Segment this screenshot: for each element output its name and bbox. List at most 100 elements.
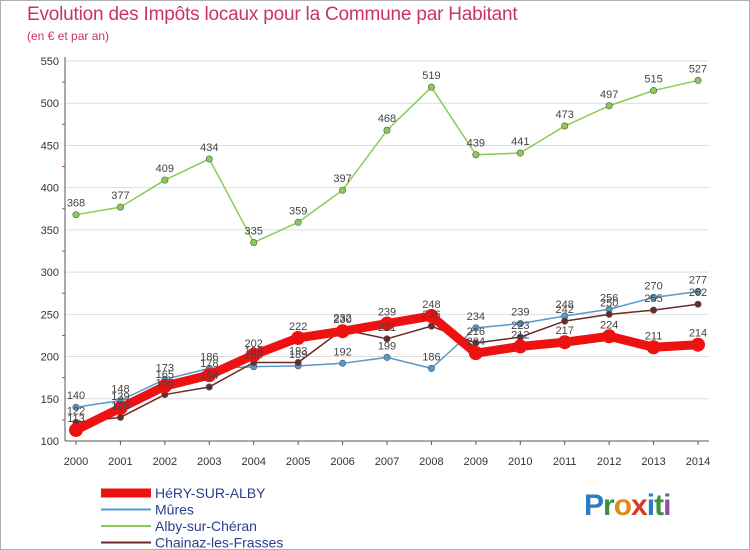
legend-label: HéRY-SUR-ALBY bbox=[155, 485, 266, 501]
x-tick-label: 2007 bbox=[375, 456, 399, 468]
data-point bbox=[113, 401, 128, 416]
data-label: 222 bbox=[289, 321, 307, 333]
data-point bbox=[694, 288, 702, 296]
data-point bbox=[694, 300, 702, 308]
data-label: 262 bbox=[689, 287, 707, 299]
data-point bbox=[468, 346, 483, 361]
data-point bbox=[161, 176, 169, 184]
x-tick-label: 2012 bbox=[597, 456, 621, 468]
data-label: 214 bbox=[689, 328, 707, 340]
data-point bbox=[516, 320, 524, 328]
logo-letter: x bbox=[631, 489, 648, 522]
data-point bbox=[561, 317, 569, 325]
data-label: 515 bbox=[644, 74, 662, 86]
data-point bbox=[605, 310, 613, 318]
logo-letter: o bbox=[613, 489, 632, 522]
data-label: 202 bbox=[245, 338, 263, 350]
data-label: 189 bbox=[289, 349, 307, 361]
data-point bbox=[339, 359, 347, 367]
data-point bbox=[383, 335, 391, 343]
data-point bbox=[291, 330, 306, 345]
data-point bbox=[691, 337, 705, 352]
y-tick-label: 550 bbox=[41, 56, 59, 68]
x-tick-label: 2009 bbox=[464, 456, 488, 468]
x-tick-label: 2004 bbox=[241, 456, 265, 468]
data-point bbox=[472, 151, 480, 159]
data-label: 178 bbox=[200, 358, 218, 370]
data-label: 397 bbox=[333, 173, 351, 185]
data-label: 165 bbox=[156, 369, 174, 381]
data-point bbox=[202, 368, 217, 383]
data-label: 434 bbox=[200, 142, 218, 154]
data-label: 211 bbox=[645, 330, 663, 342]
x-tick-label: 2011 bbox=[553, 456, 577, 468]
data-point bbox=[383, 353, 391, 361]
data-point bbox=[335, 324, 350, 339]
data-label: 255 bbox=[644, 293, 662, 305]
logo-letter: P bbox=[584, 489, 604, 522]
data-label: 140 bbox=[67, 390, 85, 402]
data-label: 239 bbox=[511, 307, 529, 319]
data-label: 270 bbox=[644, 280, 662, 292]
data-point bbox=[650, 87, 658, 95]
data-point bbox=[116, 203, 124, 211]
chart-title: Evolution des Impôts locaux pour la Comm… bbox=[27, 4, 518, 25]
data-point bbox=[294, 218, 302, 226]
data-label: 204 bbox=[467, 336, 485, 348]
data-label: 223 bbox=[511, 320, 529, 332]
data-label: 216 bbox=[467, 326, 485, 338]
data-label: 242 bbox=[556, 304, 574, 316]
data-label: 335 bbox=[245, 226, 263, 238]
proxiti-logo: Proxiti bbox=[584, 489, 671, 523]
data-point bbox=[427, 364, 435, 372]
y-tick-label: 300 bbox=[41, 267, 59, 279]
data-label: 248 bbox=[422, 299, 440, 311]
data-point bbox=[250, 239, 258, 247]
data-label: 173 bbox=[156, 362, 174, 374]
data-label: 377 bbox=[111, 190, 129, 202]
data-point bbox=[339, 186, 347, 194]
data-label: 234 bbox=[467, 311, 485, 323]
data-point bbox=[205, 383, 213, 391]
data-point bbox=[380, 316, 394, 331]
data-point bbox=[602, 329, 617, 344]
data-point bbox=[650, 293, 658, 301]
data-point bbox=[427, 322, 435, 330]
data-point bbox=[205, 155, 213, 163]
data-point bbox=[561, 122, 569, 130]
x-tick-label: 2008 bbox=[419, 456, 443, 468]
legend-label: Alby-sur-Chéran bbox=[155, 518, 257, 534]
data-point bbox=[513, 339, 528, 354]
data-label: 148 bbox=[111, 383, 129, 395]
data-point bbox=[157, 379, 172, 394]
data-label: 409 bbox=[156, 163, 174, 175]
data-point bbox=[69, 423, 83, 438]
x-tick-label: 2014 bbox=[686, 456, 710, 468]
data-point bbox=[694, 76, 702, 84]
data-point bbox=[72, 403, 80, 411]
data-point bbox=[424, 309, 439, 324]
data-label: 497 bbox=[600, 89, 618, 101]
data-label: 250 bbox=[600, 297, 618, 309]
data-point bbox=[646, 340, 661, 355]
data-label: 193 bbox=[289, 345, 307, 357]
data-label: 441 bbox=[511, 136, 529, 148]
x-tick-label: 2006 bbox=[330, 456, 354, 468]
data-label: 468 bbox=[378, 113, 396, 125]
data-label: 199 bbox=[378, 340, 396, 352]
data-label: 439 bbox=[467, 138, 485, 150]
data-label: 236 bbox=[422, 309, 440, 321]
y-tick-label: 200 bbox=[41, 352, 59, 364]
y-tick-label: 450 bbox=[41, 140, 59, 152]
chart-subtitle: (en € et par an) bbox=[27, 29, 110, 43]
logo-letter: i bbox=[663, 489, 671, 522]
data-label: 527 bbox=[689, 63, 707, 75]
y-tick-label: 350 bbox=[41, 225, 59, 237]
data-label: 186 bbox=[422, 351, 440, 363]
data-label: 473 bbox=[556, 109, 574, 121]
data-label: 232 bbox=[333, 313, 351, 325]
data-label: 224 bbox=[600, 319, 618, 331]
data-label: 368 bbox=[67, 198, 85, 210]
y-tick-label: 400 bbox=[41, 183, 59, 195]
